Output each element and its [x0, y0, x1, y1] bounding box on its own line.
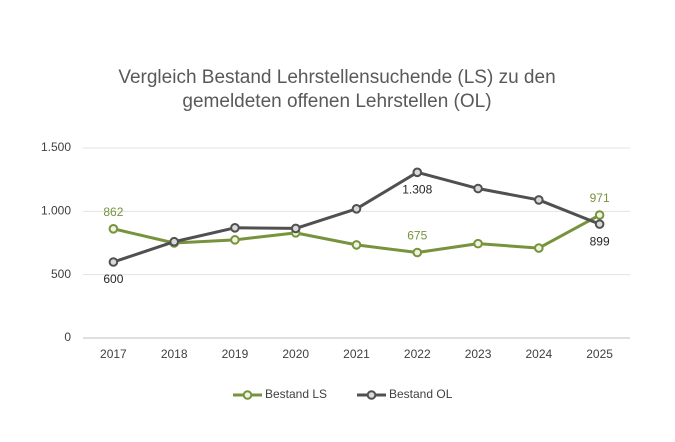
data-label: 1.308	[402, 182, 432, 196]
data-label: 600	[103, 272, 123, 286]
point	[290, 223, 301, 234]
x-tick-label: 2019	[222, 347, 249, 361]
data-label: 675	[407, 229, 427, 243]
y-tick-label: 1.000	[41, 204, 71, 218]
y-tick-label: 500	[51, 267, 71, 281]
point	[534, 243, 544, 253]
point	[473, 183, 483, 194]
point	[412, 247, 423, 258]
point	[412, 167, 423, 178]
point	[594, 210, 605, 220]
x-tick-label: 2025	[586, 347, 613, 361]
x-tick-label: 2017	[100, 347, 127, 361]
x-tick-label: 2018	[161, 347, 188, 361]
point	[351, 204, 362, 214]
point	[230, 235, 240, 245]
data-label: 971	[590, 191, 610, 205]
legend-marker	[366, 390, 377, 400]
x-tick-label: 2023	[465, 347, 492, 361]
chart-title: Vergleich Bestand Lehrstellensuchende (L…	[118, 67, 556, 112]
legend-marker	[242, 390, 253, 400]
point	[473, 238, 483, 249]
x-tick-label: 2022	[404, 347, 431, 361]
point	[351, 240, 362, 250]
y-tick-label: 1.500	[41, 140, 71, 154]
x-tick-label: 2024	[525, 347, 552, 361]
y-tick-label: 0	[64, 330, 71, 344]
point	[594, 219, 605, 229]
legend-label: Bestand LS	[265, 387, 327, 401]
data-label: 899	[590, 234, 610, 248]
point	[108, 257, 119, 267]
point	[534, 195, 544, 205]
x-tick-label: 2020	[282, 347, 309, 361]
point	[169, 236, 179, 247]
x-tick-label: 2021	[343, 347, 370, 361]
point	[230, 223, 240, 233]
data-label: 862	[103, 205, 123, 219]
point	[108, 224, 119, 234]
legend-label: Bestand OL	[389, 387, 453, 401]
